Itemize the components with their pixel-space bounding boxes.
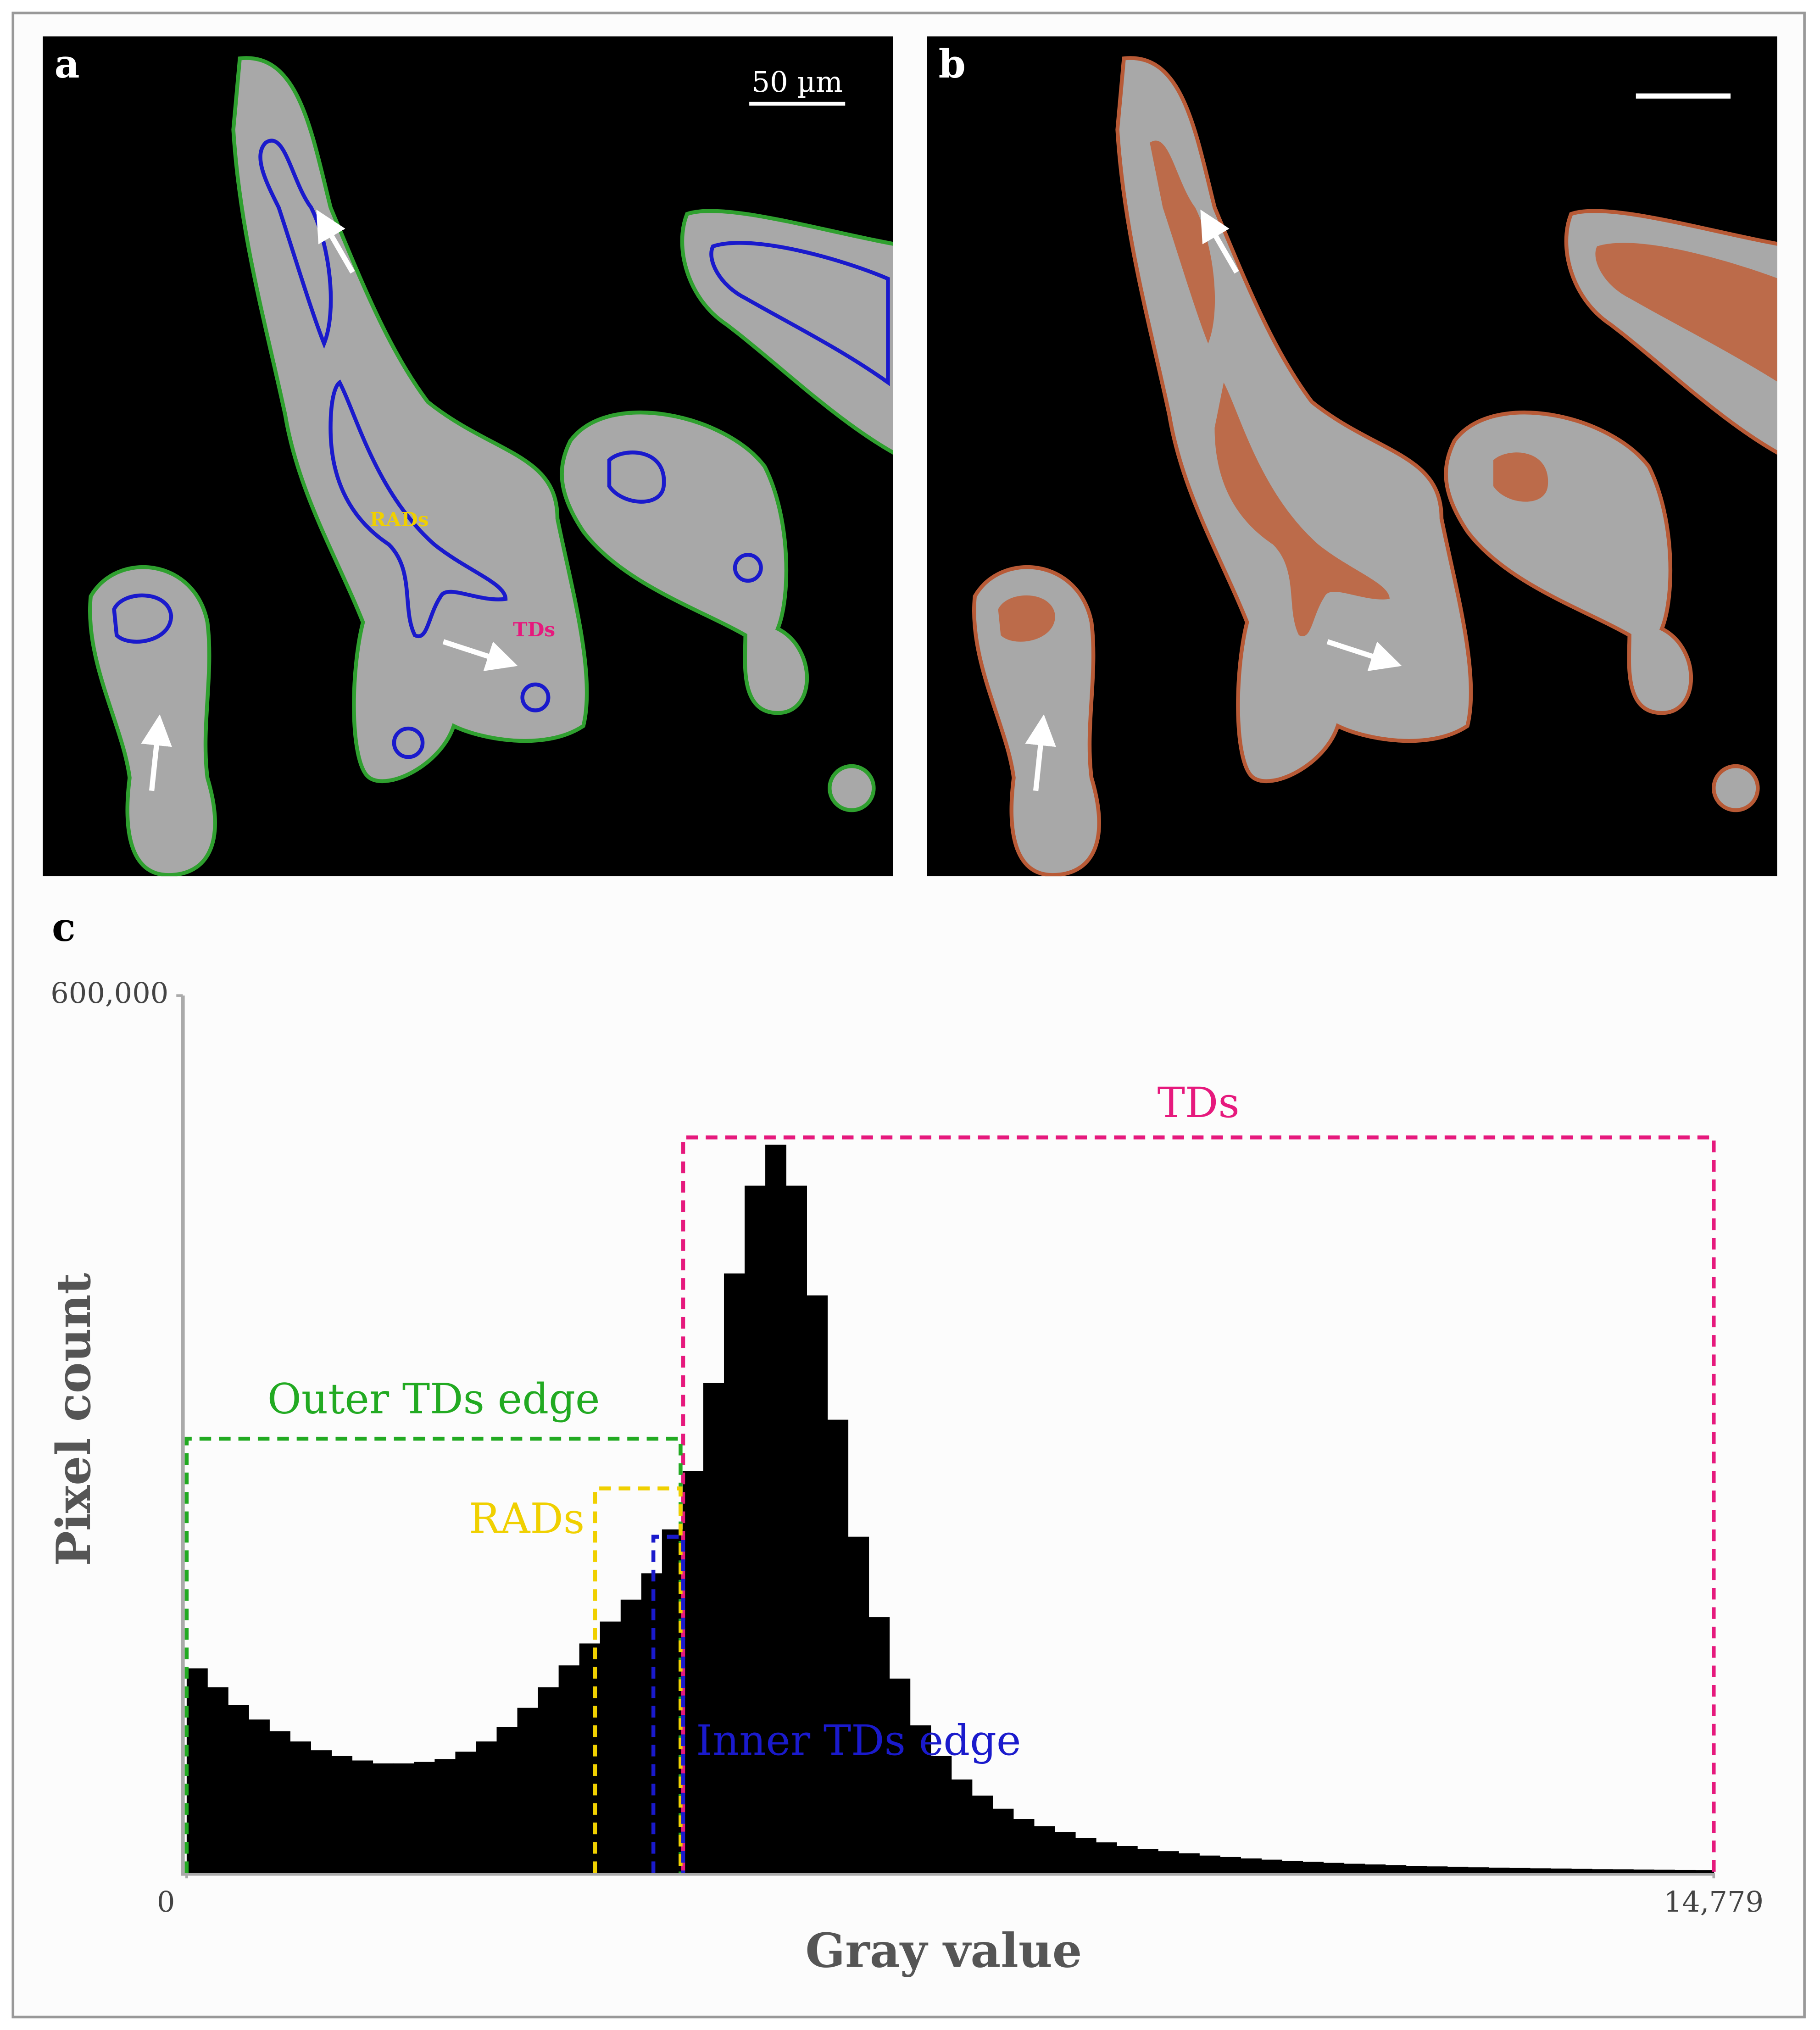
range-box <box>651 1535 685 1873</box>
bar <box>373 1763 394 1873</box>
bar <box>455 1752 477 1873</box>
panel-b-image <box>927 36 1777 877</box>
range-label: Inner TDs edge <box>696 1717 1021 1765</box>
bar <box>1364 1864 1386 1873</box>
bar <box>786 1185 807 1873</box>
bar <box>1302 1862 1324 1873</box>
range-label: Outer TDs edge <box>267 1375 600 1423</box>
bar <box>1468 1867 1489 1873</box>
bar <box>476 1741 497 1873</box>
panel-label: a <box>55 41 80 87</box>
panel-a-image <box>43 36 893 877</box>
range-box <box>184 1436 683 1873</box>
bar <box>496 1727 518 1873</box>
bar <box>269 1731 290 1873</box>
bar <box>930 1756 952 1873</box>
bar <box>1633 1869 1654 1873</box>
bar <box>1034 1826 1055 1873</box>
bar <box>352 1760 373 1873</box>
bar <box>1158 1851 1179 1873</box>
bar <box>1530 1868 1551 1873</box>
region-label: TDs <box>513 618 555 641</box>
region-label: RADs <box>370 508 429 531</box>
bar <box>1447 1867 1469 1873</box>
bar <box>807 1295 828 1873</box>
bar <box>1199 1855 1220 1873</box>
bar <box>1344 1863 1365 1873</box>
bar <box>1612 1869 1634 1873</box>
bar <box>1385 1865 1407 1873</box>
bar <box>1509 1868 1531 1873</box>
bar <box>1241 1858 1262 1873</box>
bar <box>724 1273 745 1873</box>
bar <box>331 1756 353 1873</box>
x-tick-label: 14,779 <box>1664 1885 1764 1919</box>
bar <box>1592 1869 1613 1873</box>
bar <box>1426 1866 1448 1873</box>
bar <box>1282 1861 1303 1873</box>
bar <box>1261 1859 1282 1873</box>
bar <box>1406 1866 1427 1873</box>
bar <box>1178 1853 1200 1873</box>
bar <box>1488 1868 1510 1873</box>
bar <box>1013 1819 1035 1873</box>
bar <box>579 1643 601 1873</box>
y-tick-label: 600,000 <box>50 976 168 1010</box>
bar <box>290 1741 311 1873</box>
bar <box>1571 1869 1592 1873</box>
range-label: RADs <box>469 1495 584 1543</box>
panel-label: b <box>939 41 966 87</box>
bar <box>682 1471 704 1873</box>
range-label: TDs <box>1158 1079 1240 1127</box>
bar <box>1653 1869 1675 1873</box>
bar <box>992 1808 1014 1873</box>
bar <box>1674 1869 1696 1873</box>
range-box <box>681 1135 1716 1873</box>
bar <box>1054 1832 1076 1873</box>
bar <box>1137 1849 1158 1873</box>
bar <box>228 1705 249 1873</box>
bar <box>311 1750 332 1873</box>
x-tick-label: 0 <box>157 1885 175 1919</box>
bar <box>1220 1857 1241 1873</box>
bar <box>207 1687 228 1873</box>
range-box <box>593 1486 683 1873</box>
bar <box>434 1759 456 1873</box>
segmented-regions <box>998 140 1777 642</box>
bar <box>1323 1863 1345 1873</box>
bar <box>889 1678 911 1873</box>
bar <box>848 1536 869 1873</box>
bar <box>1096 1842 1117 1873</box>
bar <box>393 1763 415 1873</box>
bar <box>827 1419 849 1873</box>
inner-contours <box>112 139 890 759</box>
bar <box>558 1665 580 1873</box>
bar <box>414 1762 435 1873</box>
bar <box>538 1687 559 1873</box>
bar <box>1075 1838 1096 1873</box>
bar <box>249 1719 270 1873</box>
bar <box>703 1383 724 1873</box>
bar <box>868 1617 890 1873</box>
bar <box>1116 1846 1138 1873</box>
arrows <box>141 209 518 791</box>
bar <box>910 1725 931 1873</box>
bar <box>1550 1869 1572 1873</box>
bar <box>745 1185 766 1873</box>
bar <box>600 1621 621 1873</box>
bar <box>186 1668 208 1873</box>
bar <box>765 1145 786 1873</box>
bar <box>620 1599 642 1873</box>
bar <box>1695 1870 1714 1873</box>
scale-label: 50 µm <box>752 65 843 99</box>
bar <box>517 1707 539 1873</box>
x-axis-title: Gray value <box>805 1923 1082 1978</box>
panel-label: c <box>52 904 76 950</box>
y-axis-title: Pixel count <box>46 1273 101 1566</box>
bar <box>951 1779 973 1873</box>
bar <box>972 1796 993 1873</box>
